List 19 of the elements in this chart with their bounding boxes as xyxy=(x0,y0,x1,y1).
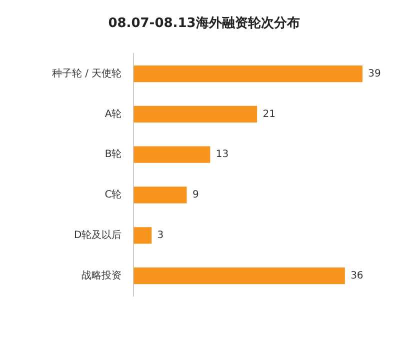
y-tick-label: A轮 xyxy=(104,108,122,120)
bar xyxy=(134,106,258,123)
y-tick-label: D轮及以后 xyxy=(74,228,122,241)
data-label: 9 xyxy=(192,190,199,201)
y-tick-label: C轮 xyxy=(104,188,122,201)
y-tick-label: B轮 xyxy=(104,148,122,160)
bar xyxy=(134,65,362,82)
bar xyxy=(134,146,210,163)
data-label: 36 xyxy=(350,270,364,282)
y-tick-label: 战略投资 xyxy=(82,269,122,282)
bar xyxy=(134,227,152,244)
bar xyxy=(134,186,187,204)
y-tick-label: 种子轮 / 天使轮 xyxy=(52,67,122,80)
data-label: 13 xyxy=(216,149,229,160)
bar xyxy=(134,267,345,284)
data-label: 39 xyxy=(368,68,381,80)
data-label: 21 xyxy=(262,108,276,120)
chart-title: 08.07-08.13海外融资轮次分布 xyxy=(108,16,300,32)
data-label: 3 xyxy=(157,230,164,241)
